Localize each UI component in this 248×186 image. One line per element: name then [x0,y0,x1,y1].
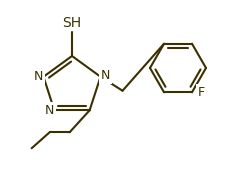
Text: SH: SH [62,16,82,30]
Text: F: F [197,86,205,99]
Text: N: N [45,104,54,117]
Text: N: N [101,69,110,82]
Text: N: N [34,70,43,83]
